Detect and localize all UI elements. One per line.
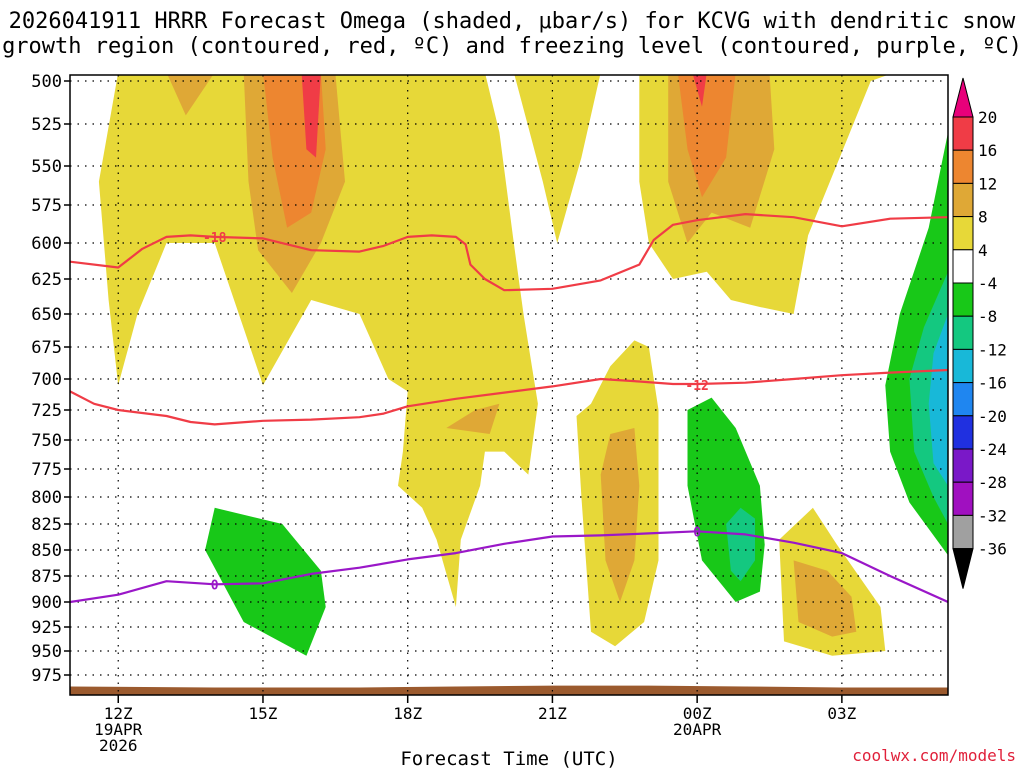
y-tick-label-675: 675 bbox=[31, 338, 62, 358]
colorbar-label-10: -24 bbox=[978, 440, 1007, 459]
omega-region-13 bbox=[301, 75, 321, 158]
colorbar-band-1 bbox=[952, 116, 974, 151]
omega-region-5 bbox=[167, 75, 213, 116]
colorbar-band-7 bbox=[952, 315, 974, 350]
y-tick-label-950: 950 bbox=[31, 642, 62, 662]
colorbar-band-3 bbox=[952, 182, 974, 218]
freezing-level-label-1: 0 bbox=[693, 525, 701, 540]
x-tick-label-12-0: 12Z bbox=[104, 704, 133, 723]
colorbar-label-7: -12 bbox=[978, 340, 1007, 359]
colorbar-label-3: 8 bbox=[978, 208, 988, 227]
x-tick-label-15-0: 15Z bbox=[249, 704, 278, 723]
x-tick-label-12-1: 19APR bbox=[94, 720, 143, 739]
omega-region-1 bbox=[514, 75, 601, 243]
omega-region-10 bbox=[793, 560, 857, 637]
colorbar-band-11 bbox=[952, 448, 974, 483]
x-tick-label-12-2: 2026 bbox=[99, 736, 138, 755]
colorbar-label-5: -4 bbox=[978, 274, 997, 293]
colorbar-band-6 bbox=[952, 282, 974, 317]
omega-region-8 bbox=[446, 403, 500, 434]
omega-region-20 bbox=[928, 314, 948, 486]
terrain-layer bbox=[70, 685, 948, 695]
dgz-contour-0 bbox=[70, 213, 948, 292]
y-tick-label-925: 925 bbox=[31, 618, 62, 638]
omega-shading bbox=[98, 75, 948, 656]
dgz-contour-label-0: -18 bbox=[203, 231, 227, 246]
y-tick-label-875: 875 bbox=[31, 567, 62, 587]
terrain-ground bbox=[70, 685, 948, 695]
y-tick-label-825: 825 bbox=[31, 515, 62, 535]
dgz-contour-1 bbox=[70, 368, 948, 426]
y-tick-label-775: 775 bbox=[31, 460, 62, 480]
colorbar-label-11: -28 bbox=[978, 473, 1007, 492]
omega-region-14 bbox=[693, 75, 707, 107]
dgz-contour-label-1: -12 bbox=[685, 379, 708, 394]
colorbar-band-9 bbox=[952, 382, 974, 417]
y-tick-label-500: 500 bbox=[31, 72, 62, 92]
x-axis-title: Forecast Time (UTC) bbox=[400, 748, 617, 768]
colorbar-band-2 bbox=[952, 149, 974, 184]
y-tick-label-850: 850 bbox=[31, 541, 62, 561]
omega-region-18 bbox=[726, 507, 755, 582]
colorbar-band-4 bbox=[952, 216, 974, 251]
colorbar-arrow-top bbox=[952, 77, 974, 118]
colorbar-band-5 bbox=[952, 249, 974, 284]
y-tick-label-550: 550 bbox=[31, 157, 62, 177]
colorbar-arrow-bottom bbox=[952, 548, 974, 589]
colorbar-band-12 bbox=[952, 481, 974, 516]
colorbar-band-10 bbox=[952, 415, 974, 450]
colorbar-label-1: 16 bbox=[978, 141, 997, 160]
colorbar-label-2: 12 bbox=[978, 174, 997, 193]
omega-region-12 bbox=[678, 75, 736, 198]
y-tick-label-600: 600 bbox=[31, 234, 62, 254]
freezing-level-line bbox=[70, 530, 948, 604]
colorbar-label-4: 4 bbox=[978, 241, 988, 260]
colorbar-label-9: -20 bbox=[978, 407, 1007, 426]
x-tick-label-18-0: 18Z bbox=[393, 704, 422, 723]
contour-lines: -18 -12 0 0 bbox=[70, 213, 948, 604]
y-tick-label-525: 525 bbox=[31, 115, 62, 135]
y-tick-label-575: 575 bbox=[31, 196, 62, 216]
omega-region-9 bbox=[600, 428, 640, 602]
y-tick-label-725: 725 bbox=[31, 401, 62, 421]
colorbar-label-13: -36 bbox=[978, 540, 1007, 559]
x-tick-label-21-0: 21Z bbox=[538, 704, 567, 723]
x-tick-label-27-0: 03Z bbox=[827, 704, 856, 723]
y-axis: 500 525 550 575 600 625 650 675 700 725 750 775 800 8… bbox=[31, 72, 70, 686]
y-tick-label-700: 700 bbox=[31, 370, 62, 390]
y-tick-label-800: 800 bbox=[31, 488, 62, 508]
omega-region-0 bbox=[98, 75, 538, 607]
x-tick-label-24-1: 20APR bbox=[673, 720, 722, 739]
colorbar-label-8: -16 bbox=[978, 374, 1007, 393]
y-tick-label-625: 625 bbox=[31, 270, 62, 290]
colorbar-band-8 bbox=[952, 348, 974, 384]
credit-link[interactable]: coolwx.com/models bbox=[852, 746, 1016, 765]
colorbar: 20 16 12 8 4 -4 -8 -12 -16 -20 -24 -28 -32 -36 bbox=[952, 77, 1007, 589]
title-line-1: 2026041911 HRRR Forecast Omega (shaded, … bbox=[8, 9, 1016, 34]
y-tick-label-975: 975 bbox=[31, 666, 62, 686]
colorbar-label-12: -32 bbox=[978, 506, 1007, 525]
plot-frame bbox=[69, 74, 949, 696]
freezing-level-label-0: 0 bbox=[211, 578, 219, 593]
colorbar-band-13 bbox=[952, 514, 974, 550]
colorbar-label-0: 20 bbox=[978, 108, 997, 127]
colorbar-label-6: -8 bbox=[978, 307, 997, 326]
title-line-2: growth region (contoured, red, ºC) and f… bbox=[2, 34, 1022, 59]
y-tick-label-750: 750 bbox=[31, 431, 62, 451]
omega-region-16 bbox=[687, 397, 765, 602]
y-tick-label-900: 900 bbox=[31, 593, 62, 613]
x-tick-label-24-0: 00Z bbox=[683, 704, 712, 723]
y-tick-label-650: 650 bbox=[31, 305, 62, 325]
